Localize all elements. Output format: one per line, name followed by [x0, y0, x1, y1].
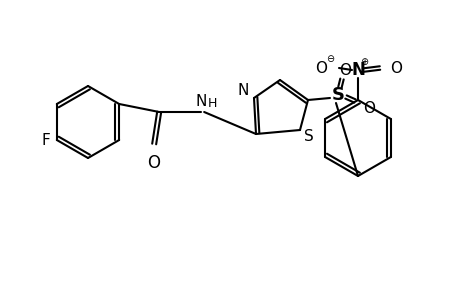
Text: O: O [362, 100, 374, 116]
Text: S: S [331, 86, 344, 104]
Text: O: O [314, 61, 326, 76]
Text: H: H [208, 97, 217, 110]
Text: ⊕: ⊕ [359, 57, 367, 67]
Text: F: F [41, 133, 50, 148]
Text: ⊖: ⊖ [325, 54, 333, 64]
Text: O: O [338, 63, 350, 78]
Text: O: O [389, 61, 401, 76]
Text: O: O [146, 154, 159, 172]
Text: S: S [303, 128, 313, 143]
Text: N: N [237, 82, 248, 98]
Text: N: N [195, 94, 207, 109]
Text: N: N [350, 61, 364, 79]
